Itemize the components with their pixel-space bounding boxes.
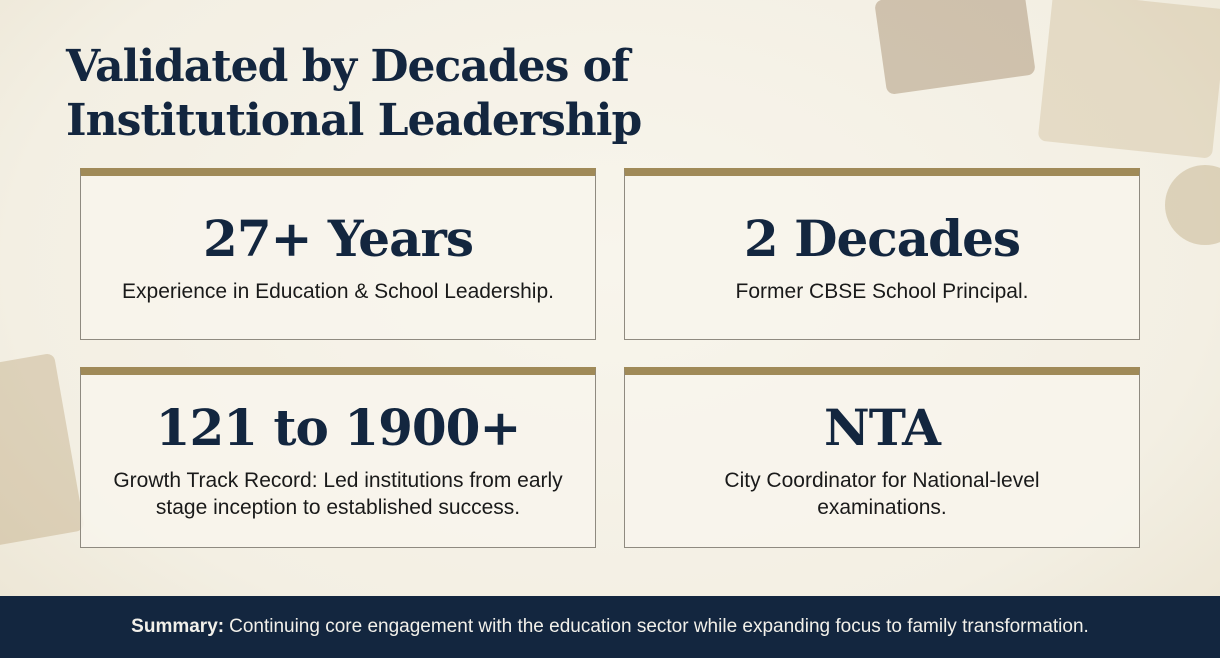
stat-headline: 121 to 1900+	[155, 398, 522, 457]
stat-headline: NTA	[824, 398, 941, 457]
stat-description: Growth Track Record: Led institutions fr…	[113, 469, 563, 519]
book-stack-decoration	[0, 352, 85, 548]
title-line-2: Institutional Leadership	[66, 95, 642, 146]
stat-headline: 2 Decades	[743, 209, 1021, 268]
books-decoration	[874, 0, 1036, 95]
summary-text: Continuing core engagement with the educ…	[229, 616, 1089, 637]
stat-card-experience: 27+ Years Experience in Education & Scho…	[80, 168, 596, 340]
summary-footer: Summary: Continuing core engagement with…	[0, 596, 1220, 658]
summary-label: Summary:	[131, 616, 225, 637]
stat-card-growth: 121 to 1900+ Growth Track Record: Led in…	[80, 367, 596, 548]
stat-headline: 27+ Years	[203, 209, 474, 268]
stat-card-nta: NTA City Coordinator for National-level …	[624, 367, 1140, 548]
stat-description: Experience in Education & School Leaders…	[122, 280, 554, 303]
compass-decoration	[1165, 165, 1220, 245]
stat-card-principal: 2 Decades Former CBSE School Principal.	[624, 168, 1140, 340]
stat-description: Former CBSE School Principal.	[735, 280, 1029, 303]
page-title: Validated by Decades of Institutional Le…	[66, 40, 642, 148]
stat-description: City Coordinator for National-level exam…	[724, 469, 1040, 519]
scroll-map-decoration	[1037, 0, 1220, 159]
title-line-1: Validated by Decades of	[66, 41, 630, 92]
